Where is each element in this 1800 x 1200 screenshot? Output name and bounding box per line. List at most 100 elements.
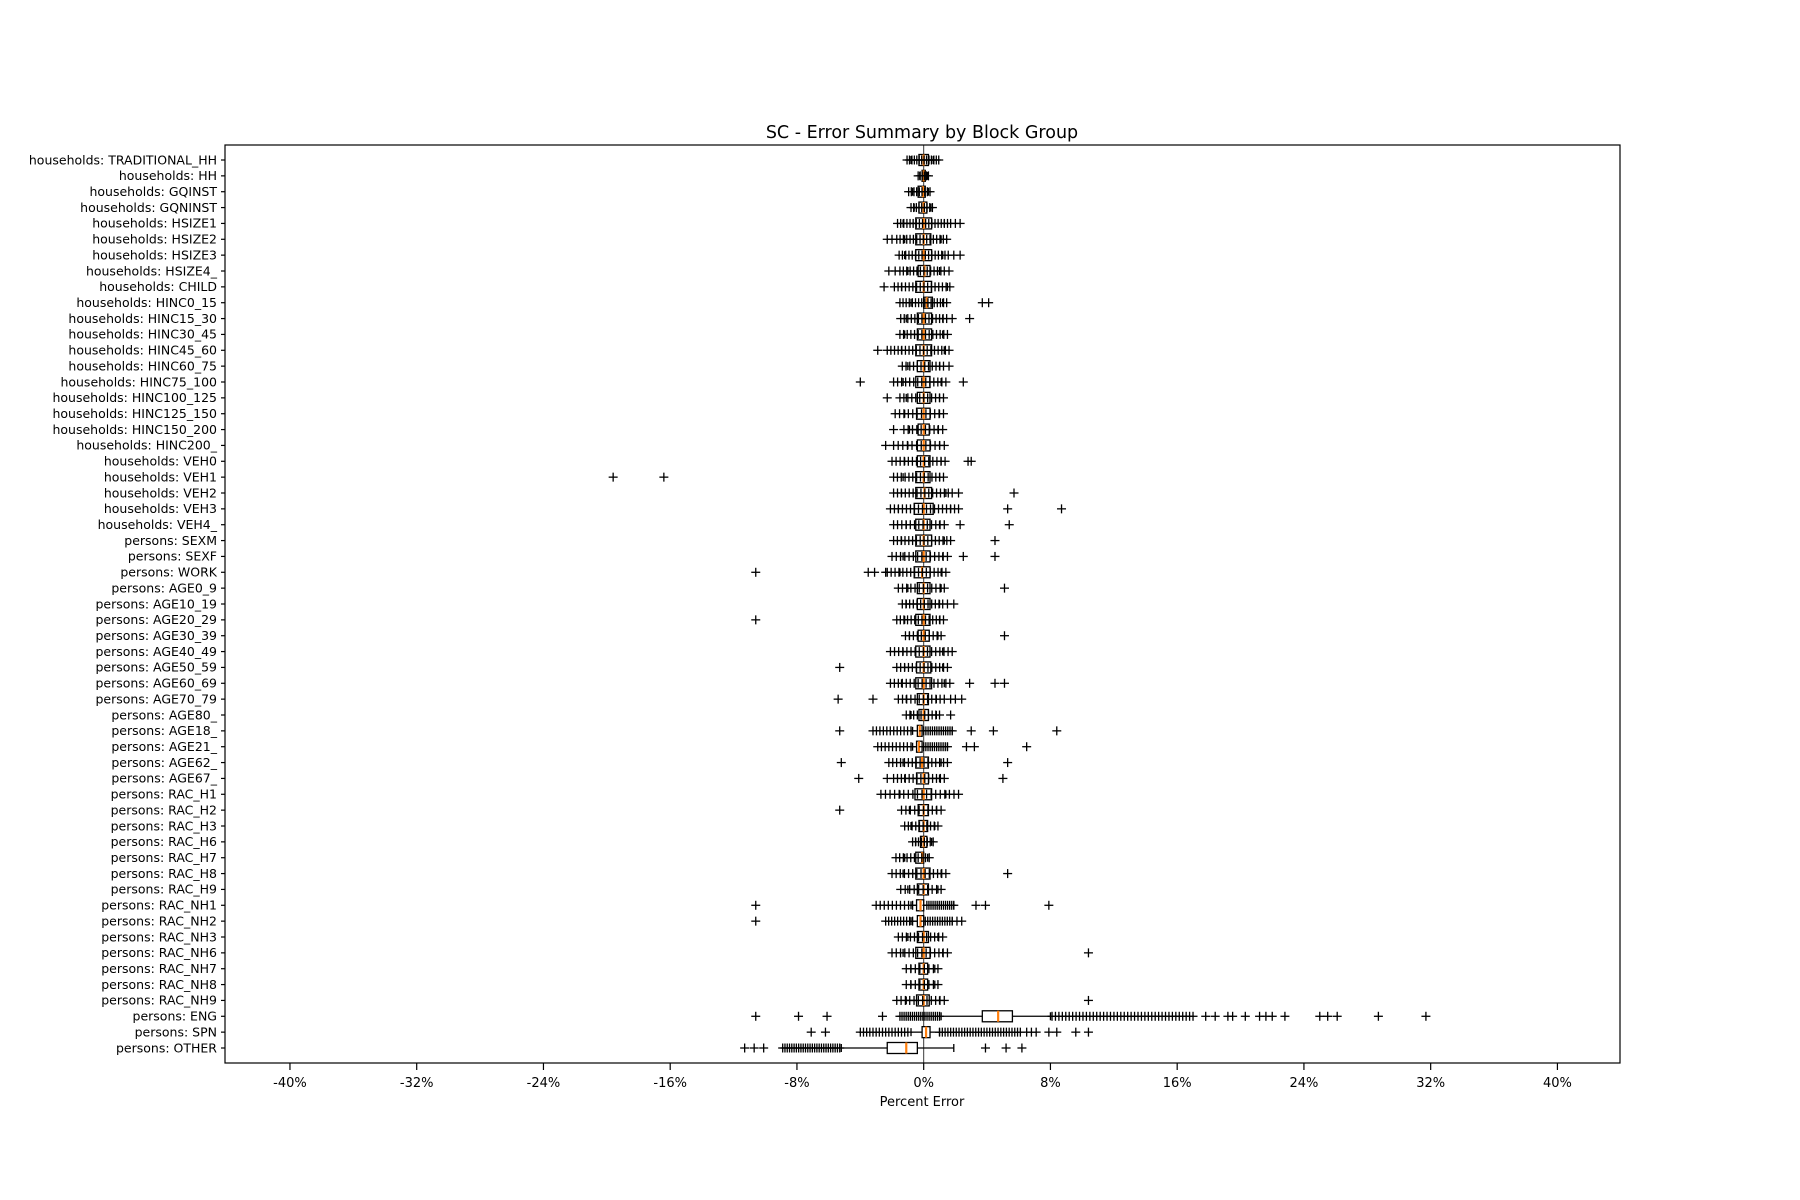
flier-marks	[608, 472, 948, 482]
y-tick-label: persons: SPN	[135, 1024, 217, 1039]
y-tick-label: households: HINC100_125	[52, 390, 217, 405]
flier-marks	[897, 361, 954, 371]
y-tick-label: households: GQNINST	[80, 200, 217, 215]
y-tick-label: persons: ENG	[133, 1009, 217, 1024]
box-row	[740, 1041, 1027, 1055]
box-row	[887, 867, 1013, 880]
box-row	[835, 724, 1062, 738]
chart-title: SC - Error Summary by Block Group	[766, 123, 1078, 143]
box-row	[882, 233, 952, 246]
box-row	[887, 946, 1093, 960]
flier-marks	[893, 583, 1009, 593]
y-tick-label: persons: AGE0_9	[111, 580, 217, 595]
y-tick-label: households: HINC30_45	[68, 327, 217, 342]
y-tick-label: persons: RAC_H3	[111, 818, 217, 833]
box-row	[885, 645, 957, 658]
y-tick-label: households: CHILD	[99, 279, 217, 294]
y-tick-label: persons: RAC_H2	[111, 802, 217, 817]
x-tick-label: -32%	[400, 1076, 434, 1091]
box-row	[887, 550, 1000, 563]
x-axis-label: Percent Error	[880, 1095, 965, 1110]
box-row	[889, 534, 1000, 547]
y-tick-label: persons: AGE40_49	[95, 644, 217, 659]
flier-marks	[884, 266, 954, 276]
box-row	[891, 851, 934, 864]
y-tick-label: persons: AGE21_	[111, 739, 217, 754]
box-row	[901, 962, 943, 975]
y-tick-label: persons: RAC_NH2	[101, 913, 217, 928]
y-tick-label: persons: AGE10_19	[95, 596, 217, 611]
box-row	[885, 502, 1067, 516]
y-tick-label: persons: RAC_H1	[111, 787, 217, 802]
y-tick-label: households: HSIZE4_	[86, 263, 218, 278]
y-tick-label: households: HINC60_75	[68, 358, 217, 373]
flier-marks	[900, 821, 943, 831]
y-tick-label: households: HH	[119, 168, 217, 183]
box-row	[884, 264, 954, 278]
flier-marks	[893, 218, 965, 228]
flier-marks	[904, 187, 935, 197]
flier-marks	[889, 488, 1019, 498]
flier-marks	[885, 647, 957, 657]
y-tick-label: persons: SEXM	[124, 533, 217, 548]
box-row	[833, 692, 967, 706]
flier-marks	[751, 615, 948, 625]
flier-marks	[751, 567, 951, 577]
y-tick-label: persons: AGE70_79	[95, 691, 217, 706]
flier-marks	[740, 1043, 1027, 1053]
y-tick-label: households: VEH0	[104, 454, 217, 469]
box-row	[889, 486, 1019, 500]
flier-marks	[835, 726, 1062, 736]
y-tick-label: households: TRADITIONAL_HH	[29, 152, 217, 167]
y-tick-label: households: HINC15_30	[68, 311, 217, 326]
box-row	[901, 978, 943, 991]
y-tick-label: persons: AGE20_29	[95, 612, 217, 627]
y-tick-label: households: HINC150_200	[52, 422, 217, 437]
y-tick-label: persons: WORK	[120, 565, 217, 580]
y-tick-label: persons: RAC_H9	[111, 882, 217, 897]
plot-area: -40% -32% -24% -16% -8% 0% 8% 16% 24% 32% 40% house…	[29, 144, 1621, 1091]
y-tick-label: persons: AGE18_	[111, 723, 217, 738]
y-tick-label: households: GQINST	[89, 184, 217, 199]
box-row	[873, 740, 1032, 753]
flier-marks	[835, 662, 952, 672]
y-tick-label: persons: RAC_NH3	[101, 929, 217, 944]
y-tick-label: persons: OTHER	[116, 1040, 217, 1055]
box-row	[895, 328, 952, 341]
flier-marks	[836, 758, 1013, 768]
flier-marks	[896, 314, 975, 324]
box-row	[897, 359, 954, 373]
box-row	[751, 1010, 1431, 1023]
flier-marks	[896, 884, 946, 894]
x-tick-label: -40%	[273, 1076, 307, 1091]
y-tick-label: persons: AGE50_59	[95, 660, 217, 675]
y-tick-label: persons: SEXF	[128, 549, 217, 564]
box-row	[879, 280, 955, 294]
flier-marks	[893, 932, 948, 942]
flier-marks	[902, 155, 944, 165]
y-tick-label: households: HSIZE3	[92, 247, 217, 262]
box-row	[897, 597, 959, 611]
flier-marks	[895, 329, 952, 339]
flier-marks	[806, 1027, 1093, 1037]
flier-marks	[901, 980, 943, 990]
y-tick-label: persons: RAC_NH8	[101, 977, 217, 992]
y-tick-label: persons: RAC_H8	[111, 866, 217, 881]
flier-marks	[887, 869, 1013, 879]
flier-marks	[889, 425, 948, 435]
flier-marks	[751, 916, 967, 926]
box-row	[893, 581, 1009, 595]
box-row	[900, 819, 943, 833]
flier-marks	[895, 298, 994, 308]
x-tick-label: -16%	[653, 1076, 687, 1091]
box-row	[881, 439, 949, 452]
flier-marks	[892, 995, 1093, 1005]
x-tick-label: -8%	[784, 1076, 809, 1091]
flier-marks	[873, 742, 1032, 752]
flier-marks	[913, 171, 933, 181]
box-row	[751, 566, 951, 579]
x-tick-label: 16%	[1163, 1076, 1192, 1091]
flier-marks	[873, 345, 954, 355]
flier-marks	[900, 631, 1009, 641]
